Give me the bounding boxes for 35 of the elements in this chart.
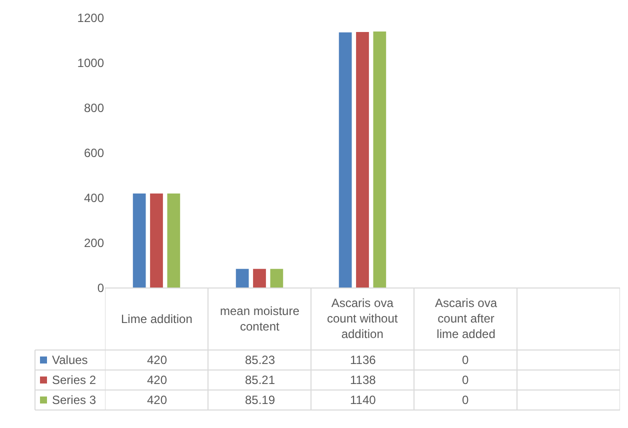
data-label: 0 <box>462 373 469 387</box>
x-tick-label: Ascaris ova count without addition <box>327 296 398 342</box>
y-tick-label: 0 <box>97 281 104 296</box>
bar <box>270 268 284 288</box>
data-label: 1136 <box>350 353 376 367</box>
data-label: 85.21 <box>245 373 276 387</box>
data-label: 0 <box>462 353 469 367</box>
y-tick-label: 800 <box>84 101 104 116</box>
bar <box>132 194 146 288</box>
bar <box>356 32 369 288</box>
y-tick-label: 400 <box>84 191 104 206</box>
bar <box>373 32 386 288</box>
bar <box>150 194 163 288</box>
bar <box>338 32 352 288</box>
x-tick-label: mean moisture content <box>220 304 300 334</box>
y-tick-label: 200 <box>84 236 104 250</box>
x-tick-label: Lime addition <box>121 312 192 326</box>
y-tick-label: 1000 <box>77 56 104 70</box>
data-label: 420 <box>147 353 168 367</box>
legend-label: Series 2 <box>52 373 96 387</box>
data-label: 1138 <box>350 373 376 387</box>
data-label: 85.19 <box>245 393 276 407</box>
legend-label: Series 3 <box>52 393 96 407</box>
y-tick-label: 600 <box>84 146 104 160</box>
data-label: 85.23 <box>245 353 276 367</box>
bar <box>236 268 249 288</box>
bar <box>167 194 180 288</box>
data-label: 0 <box>462 393 469 407</box>
legend-label: Values <box>52 353 88 367</box>
bar <box>253 268 266 288</box>
data-label: 420 <box>147 373 168 387</box>
y-tick-label: 1200 <box>77 11 104 26</box>
data-label: 1140 <box>350 393 376 407</box>
x-tick-label: Ascaris ova count after lime added <box>435 296 498 342</box>
data-label: 420 <box>147 393 168 407</box>
